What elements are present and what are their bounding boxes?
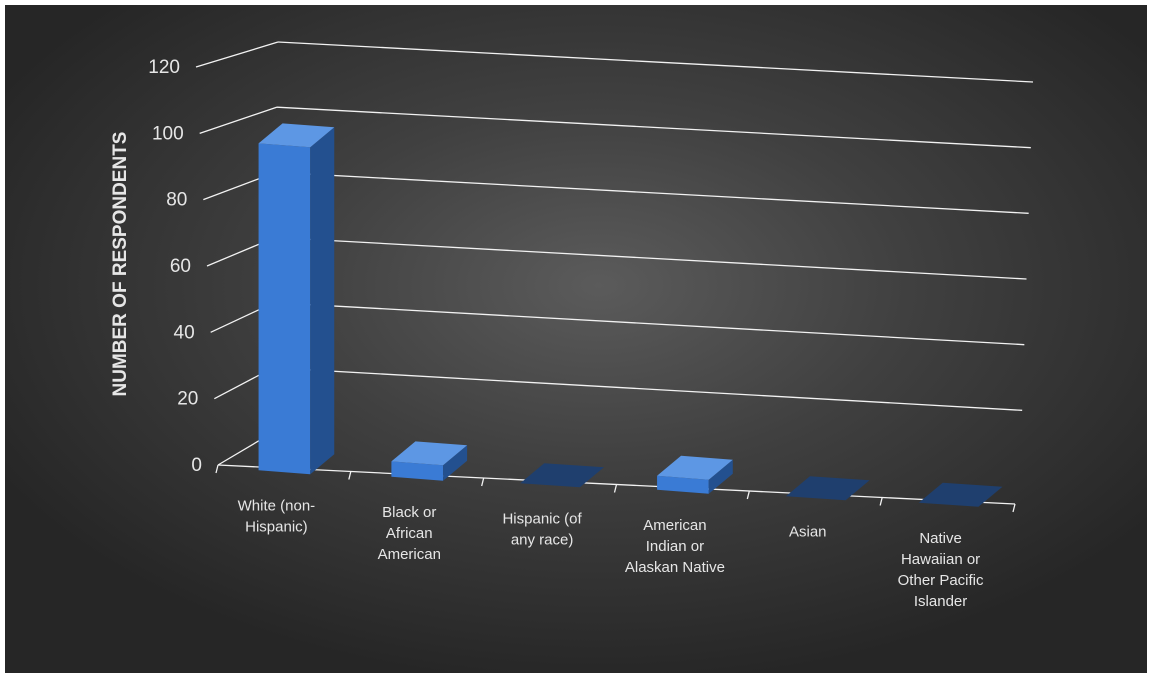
bar xyxy=(391,441,468,481)
y-tick-label: 60 xyxy=(170,256,191,277)
x-tick-mark xyxy=(1012,503,1016,513)
bar-side xyxy=(443,445,468,481)
y-tick-label: 100 xyxy=(152,123,184,144)
bar xyxy=(785,476,870,501)
bar xyxy=(258,123,335,475)
bar xyxy=(657,455,733,494)
x-tick-mark xyxy=(613,484,618,493)
bar-top xyxy=(657,455,733,480)
bar-side xyxy=(708,459,733,494)
x-tick-label: Hispanic (of any race) xyxy=(502,510,582,548)
x-tick-label: Asian xyxy=(789,523,827,540)
bar-empty xyxy=(918,482,1003,507)
bar-empty xyxy=(785,476,870,501)
y-tick-label: 40 xyxy=(174,322,195,343)
gridline xyxy=(273,302,1025,346)
bar-front xyxy=(258,143,311,475)
x-tick-mark xyxy=(746,490,750,500)
x-tick-label: Native Hawaiian or Other Pacific Islander xyxy=(898,530,984,610)
bar-side xyxy=(310,127,335,475)
gridline-side xyxy=(195,41,279,68)
y-axis-title: NUMBER OF RESPONDENTS xyxy=(110,132,131,397)
x-tick-label: Black or African American xyxy=(378,504,441,563)
y-tick-label: 80 xyxy=(166,190,187,211)
x-tick-mark xyxy=(215,464,219,474)
bar-front xyxy=(391,461,444,481)
bar-empty xyxy=(520,463,604,488)
gridline xyxy=(274,236,1027,280)
y-tick-label: 20 xyxy=(177,389,198,410)
y-tick-label: 120 xyxy=(148,57,180,78)
bar-top xyxy=(258,123,335,148)
x-tick-label: White (non-Hispanic) xyxy=(238,497,316,535)
x-tick-mark xyxy=(879,497,883,506)
chart-background xyxy=(5,5,1147,673)
bar-front xyxy=(657,475,709,494)
gridline xyxy=(277,41,1034,83)
bar xyxy=(918,482,1003,507)
y-tick-label: 0 xyxy=(191,455,202,476)
gridline xyxy=(276,106,1031,149)
x-tick-mark xyxy=(348,471,352,480)
gridline xyxy=(272,367,1023,411)
bar xyxy=(520,463,604,488)
x-tick-mark xyxy=(481,477,485,487)
gridline-side xyxy=(199,106,278,134)
x-tick-label: American Indian or Alaskan Native xyxy=(625,517,725,576)
gridline xyxy=(275,171,1029,214)
bar-top xyxy=(391,441,468,466)
